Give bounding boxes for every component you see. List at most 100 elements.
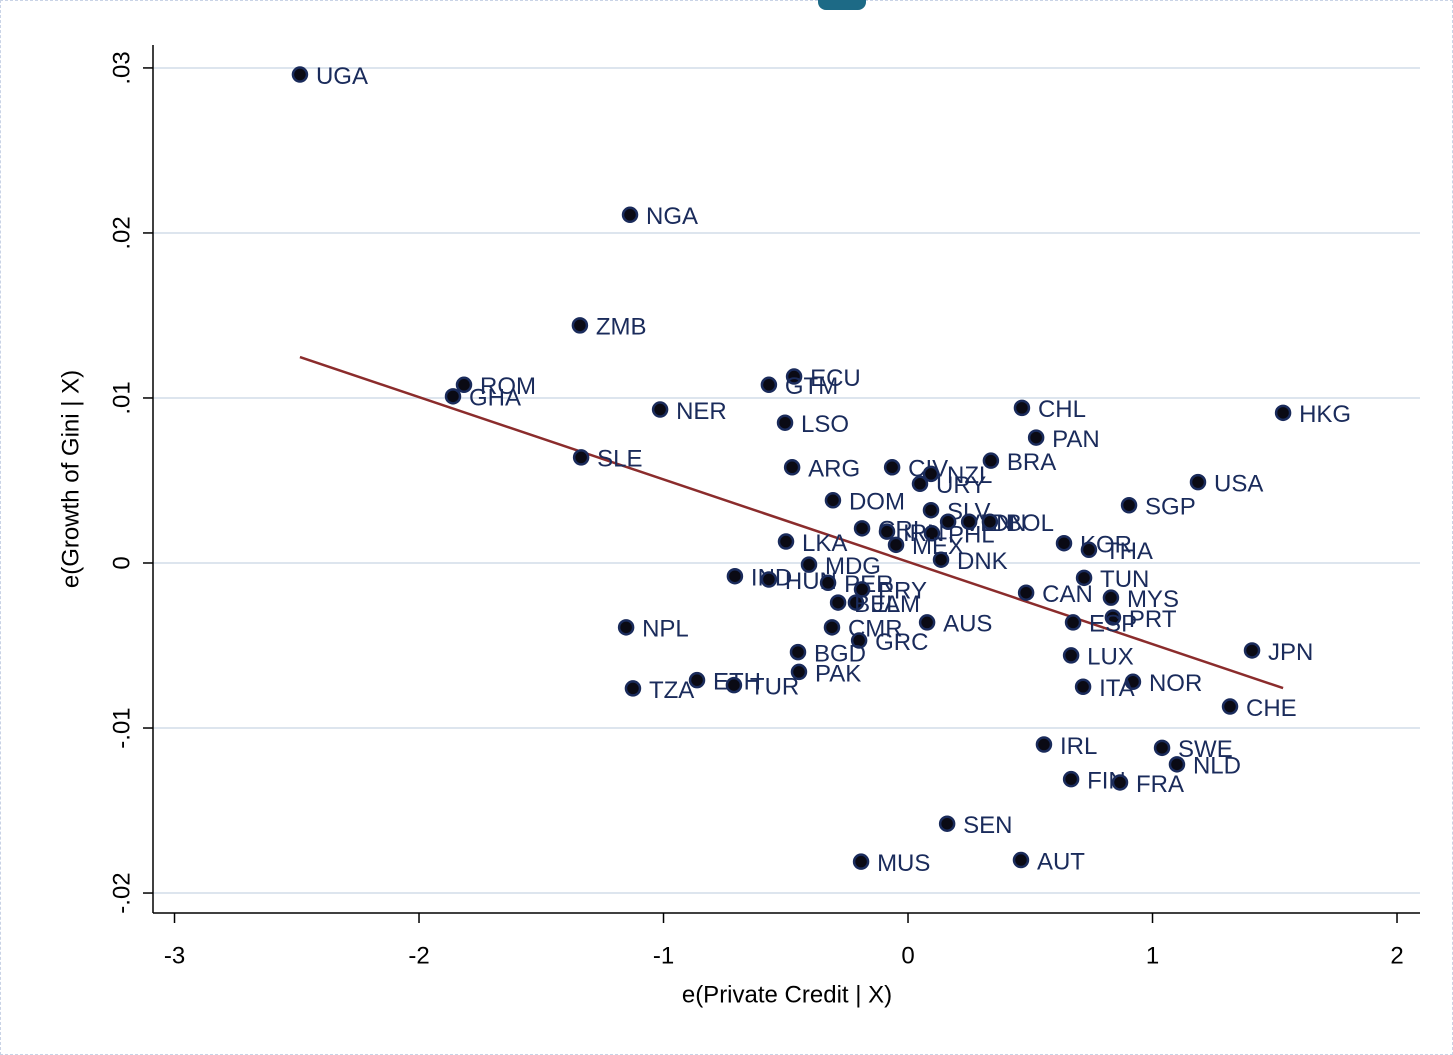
point-label: MDG [825, 553, 881, 580]
point-label: AUS [943, 611, 992, 638]
point-label: ECU [810, 365, 861, 392]
point-label: NER [676, 398, 727, 425]
point [624, 680, 642, 697]
point [829, 594, 847, 611]
point-label: MYS [1127, 586, 1179, 613]
point-label: ROM [480, 373, 536, 400]
point-label: LUX [1087, 644, 1134, 671]
point [760, 376, 778, 394]
point [850, 632, 868, 649]
point [938, 815, 956, 832]
point [1080, 541, 1098, 559]
point-label: NOR [1149, 670, 1202, 697]
point [887, 536, 905, 554]
point [1017, 584, 1035, 601]
point [760, 571, 778, 588]
point [1124, 673, 1142, 691]
point-label: TUR [750, 673, 799, 700]
point-label: FRA [1136, 771, 1184, 798]
point [726, 567, 744, 585]
point-label: NGA [646, 203, 698, 230]
point [571, 317, 589, 334]
point-label: DOM [849, 489, 905, 516]
point-label: GRC [875, 629, 928, 656]
point [883, 459, 901, 476]
point [922, 465, 940, 483]
point-label: DNK [957, 548, 1008, 575]
point [853, 581, 871, 598]
point-label: UGA [316, 63, 368, 90]
point-label: GHA [469, 385, 521, 412]
point [878, 523, 896, 540]
x-tick-label: -2 [408, 942, 429, 969]
point [1074, 678, 1092, 696]
point [1064, 614, 1082, 631]
point [1168, 756, 1186, 773]
point-label: CHL [1038, 396, 1086, 423]
point [1012, 851, 1030, 869]
y-tick-label: -.01 [108, 707, 135, 748]
point-label: CAN [1042, 581, 1093, 608]
point-label: BOL [1006, 510, 1054, 537]
point-label: NLD [1193, 753, 1241, 780]
point [776, 414, 794, 431]
x-tick-label: -3 [164, 942, 185, 969]
point-label: ZMB [596, 314, 647, 341]
point-label: GTM [785, 373, 838, 400]
point-label: THA [1105, 538, 1153, 565]
point-label: TUN [1100, 566, 1149, 593]
point [819, 574, 837, 592]
point [1111, 774, 1129, 791]
x-tick-label: -1 [653, 942, 674, 969]
point-label: IRL [1060, 733, 1097, 760]
point-label: HKG [1299, 401, 1351, 428]
point [790, 663, 808, 681]
point [800, 556, 818, 573]
point [918, 614, 936, 631]
point [923, 525, 941, 542]
point [572, 449, 590, 466]
point [444, 388, 462, 405]
point [789, 643, 807, 661]
point-label: USA [1214, 470, 1263, 497]
point [1274, 404, 1292, 422]
point-label: SLE [597, 446, 642, 473]
point [1153, 739, 1171, 757]
x-axis-label: e(Private Credit | X) [682, 981, 892, 1008]
y-tick-label: .02 [108, 216, 135, 249]
point [1221, 698, 1239, 715]
point [1062, 647, 1080, 664]
y-tick-label: .03 [108, 51, 135, 84]
point [1035, 736, 1053, 753]
point [1027, 429, 1045, 446]
x-tick-label: 2 [1390, 942, 1403, 969]
y-tick-label: .01 [108, 381, 135, 414]
point-label: CHE [1246, 695, 1297, 722]
point [847, 594, 865, 611]
point [824, 492, 842, 509]
point-label: NPL [642, 616, 689, 643]
point-label: NZL [947, 462, 992, 489]
point-label: PAN [1052, 426, 1100, 453]
point-label: MUS [877, 850, 930, 877]
point-label: BGD [814, 640, 866, 667]
point-label: ITA [1099, 675, 1135, 702]
point-label: PRY [878, 578, 927, 605]
point [852, 853, 870, 870]
point [688, 671, 706, 689]
point [922, 501, 940, 519]
point-label: SGP [1145, 494, 1196, 521]
point [1243, 642, 1261, 659]
fit-line [299, 355, 1284, 690]
point [291, 66, 309, 83]
point [982, 452, 1000, 469]
point [1055, 534, 1073, 552]
point-label: URY [936, 472, 986, 499]
point [1120, 496, 1138, 514]
point [1062, 770, 1080, 788]
point-label: SWE [1178, 736, 1233, 763]
x-tick-label: 0 [901, 942, 914, 969]
point [455, 376, 473, 394]
point-label: TZA [649, 677, 694, 704]
point [777, 533, 795, 550]
